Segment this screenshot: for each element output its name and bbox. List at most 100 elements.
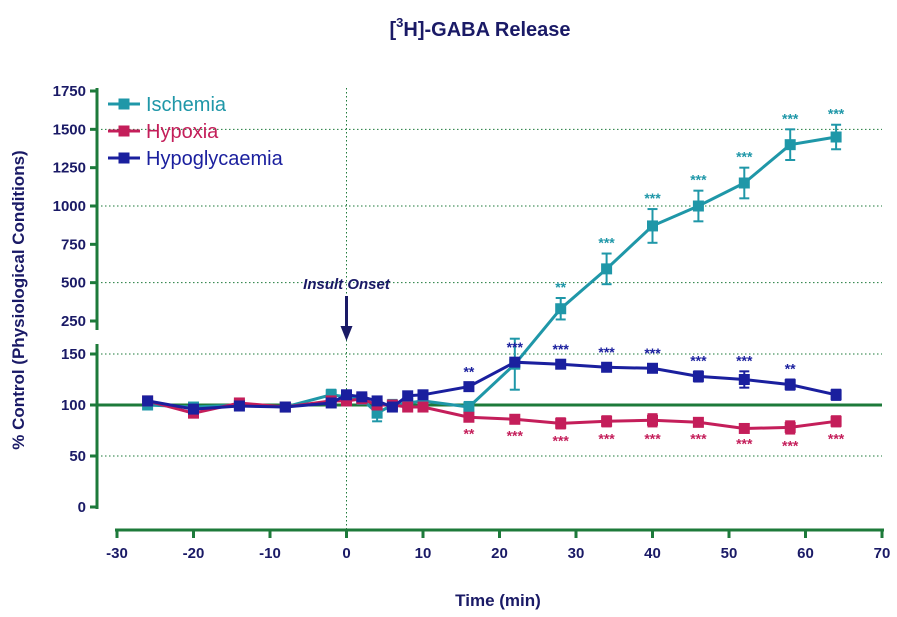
data-point-hypoglycaemia: [233, 400, 245, 412]
legend-label: Ischemia: [146, 94, 227, 116]
y-tick-label: 0: [78, 499, 86, 516]
data-point-hypoglycaemia: [509, 356, 521, 368]
data-point-hypoxia: [692, 416, 704, 428]
x-tick-label: 0: [342, 545, 350, 562]
legend-marker: [118, 152, 130, 164]
data-point-hypoglycaemia: [830, 389, 842, 401]
x-tick-label: 70: [874, 545, 891, 562]
data-point-ischemia: [738, 177, 750, 189]
x-tick-label: -30: [106, 545, 128, 562]
legend-item-hypoxia: Hypoxia: [108, 121, 219, 143]
x-tick-label: -10: [259, 545, 281, 562]
legend-marker: [118, 98, 130, 110]
data-point-hypoxia: [463, 411, 475, 423]
data-point-hypoxia: [341, 395, 352, 407]
y-tick-label: 1750: [53, 83, 86, 100]
legend: Ischemia Hypoxia Hypoglycaemia: [108, 94, 284, 170]
x-tick-label: 60: [797, 545, 814, 562]
data-point-ischemia: [830, 131, 842, 143]
significance-label: ***: [828, 106, 845, 122]
legend-marker: [118, 125, 130, 137]
y-tick-label: 250: [61, 313, 86, 330]
data-point-hypoxia: [601, 415, 613, 427]
data-point-ischemia: [417, 395, 429, 407]
significance-label: ***: [736, 149, 753, 165]
data-point-hypoxia: [784, 421, 796, 433]
significance-label: ***: [598, 430, 615, 446]
chart-title: [3H]-GABA Release: [390, 15, 571, 41]
insult-onset-label: Insult Onset: [303, 276, 391, 293]
x-tick-label: 40: [644, 545, 661, 562]
significance-label: ***: [553, 432, 570, 448]
data-point-hypoglycaemia: [341, 389, 352, 401]
data-point-hypoglycaemia: [692, 370, 704, 382]
x-axis-title: Time (min): [455, 591, 541, 610]
data-point-hypoglycaemia: [417, 389, 429, 401]
data-point-hypoglycaemia: [386, 401, 398, 413]
significance-label: ***: [782, 438, 799, 454]
significance-label: ***: [644, 190, 661, 206]
significance-label: **: [463, 425, 474, 441]
y-tick-label: 500: [61, 275, 86, 292]
y-tick-label: 750: [61, 236, 86, 253]
data-point-ischemia: [692, 200, 704, 212]
series-layer: ***************** ***** *** *** *** *** *** ***…: [142, 106, 845, 454]
series-hypoglycaemia: ***** *** *** *** *** *****: [142, 339, 842, 415]
data-point-hypoglycaemia: [555, 358, 567, 370]
y-tick-label: 100: [61, 397, 86, 414]
data-point-hypoglycaemia: [463, 381, 475, 393]
data-point-hypoxia: [738, 422, 750, 434]
significance-label: **: [785, 361, 796, 377]
chart-title-superscript: 3: [396, 15, 403, 30]
data-point-hypoglycaemia: [325, 397, 337, 409]
significance-label: **: [463, 364, 474, 380]
significance-label: ***: [507, 339, 524, 355]
data-point-hypoglycaemia: [601, 361, 613, 373]
data-point-hypoglycaemia: [402, 390, 414, 402]
series-line-ischemia: [147, 135, 837, 416]
x-tick-label: -20: [183, 545, 205, 562]
significance-label: ***: [644, 430, 661, 446]
data-point-ischemia: [325, 389, 337, 401]
data-point-ischemia: [784, 139, 796, 151]
y-tick-label: 150: [61, 346, 86, 363]
significance-label: ***: [690, 352, 707, 368]
significance-label: ***: [690, 172, 707, 188]
significance-label: **: [555, 279, 566, 295]
data-point-hypoxia: [417, 401, 429, 413]
annotation-layer: Insult Onset: [303, 276, 391, 341]
significance-label: ***: [736, 436, 753, 452]
y-tick-label: 1250: [53, 160, 86, 177]
significance-label: ***: [644, 345, 661, 361]
significance-label: ***: [828, 430, 845, 446]
x-tick-label: 30: [568, 545, 585, 562]
x-tick-label: 20: [491, 545, 508, 562]
data-point-hypoglycaemia: [784, 379, 796, 391]
chart-title-prefix: [: [390, 19, 397, 41]
data-point-hypoglycaemia: [142, 395, 154, 407]
y-tick-label: 50: [69, 448, 86, 465]
data-point-ischemia: [555, 303, 567, 315]
significance-label: ***: [553, 341, 570, 357]
data-point-hypoglycaemia: [279, 401, 291, 413]
legend-item-hypoglycaemia: Hypoglycaemia: [108, 148, 284, 170]
y-tick-label: 1000: [53, 198, 86, 215]
significance-label: ***: [690, 430, 707, 446]
series-line-hypoglycaemia: [147, 360, 837, 411]
data-point-hypoxia: [509, 413, 521, 425]
data-point-hypoxia: [402, 401, 414, 413]
x-tick-label: 50: [721, 545, 738, 562]
data-point-ischemia: [463, 401, 475, 413]
data-point-ischemia: [371, 407, 383, 419]
data-point-ischemia: [601, 263, 613, 275]
data-point-hypoglycaemia: [188, 403, 199, 415]
y-axis-title: % Control (Physiological Conditions): [9, 150, 28, 449]
data-point-hypoglycaemia: [647, 362, 658, 374]
significance-label: ***: [598, 344, 615, 360]
data-point-ischemia: [647, 220, 658, 232]
x-tick-label: 10: [415, 545, 432, 562]
y-tick-label: 1500: [53, 121, 86, 138]
